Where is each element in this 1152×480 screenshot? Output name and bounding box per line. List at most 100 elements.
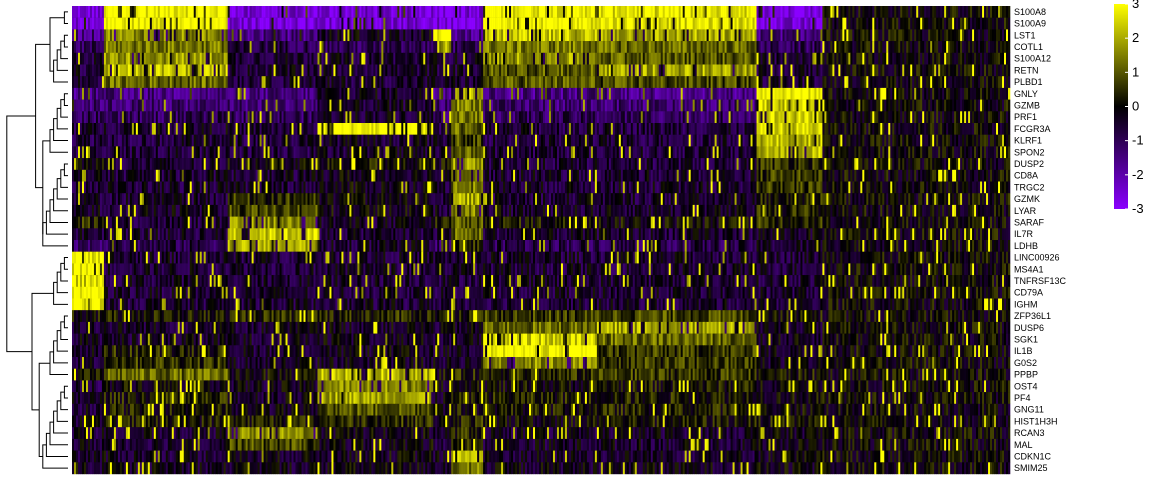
heatmap-cell (916, 87, 919, 100)
heatmap-cell (295, 99, 298, 112)
heatmap-cell (780, 111, 783, 124)
heatmap-cell (181, 99, 185, 112)
heatmap-cell (910, 76, 913, 89)
heatmap-cell (582, 87, 586, 100)
heatmap-cell (872, 17, 875, 30)
heatmap-cell (279, 41, 282, 53)
heatmap-cell (491, 29, 494, 42)
heatmap-cell (608, 41, 612, 53)
heatmap-cell (876, 29, 879, 42)
heatmap-cell (517, 41, 520, 53)
heatmap-cell (269, 64, 272, 77)
heatmap-cell (145, 17, 149, 30)
heatmap-cell (307, 87, 310, 100)
heatmap-cell (149, 76, 153, 89)
heatmap-cell (101, 123, 105, 135)
heatmap-cell (349, 17, 352, 30)
heatmap-cell (658, 41, 662, 53)
heatmap-cell (602, 29, 606, 42)
heatmap-cell (546, 6, 550, 18)
heatmap-cell (207, 123, 211, 135)
heatmap-cell (558, 111, 562, 124)
heatmap-cell (341, 17, 344, 30)
heatmap-cell (391, 87, 394, 100)
heatmap-cell (648, 99, 652, 112)
heatmap-cell (127, 64, 131, 77)
heatmap-cell (920, 52, 923, 65)
heatmap-cell (297, 52, 300, 65)
heatmap-cell (814, 64, 817, 77)
heatmap-cell (884, 99, 887, 112)
heatmap-cell (79, 76, 83, 89)
heatmap-cell (277, 87, 280, 100)
heatmap-cell (952, 29, 955, 42)
heatmap-cell (958, 87, 961, 100)
heatmap-cell (630, 64, 634, 77)
heatmap-cell (764, 41, 767, 53)
heatmap-cell (251, 64, 254, 77)
heatmap-cell (283, 52, 286, 65)
heatmap-cell (940, 76, 943, 89)
heatmap-cell (407, 76, 410, 89)
heatmap-cell (107, 111, 111, 124)
heatmap-cell (688, 87, 691, 100)
heatmap-cell (556, 29, 560, 42)
heatmap-cell (656, 111, 660, 124)
heatmap-cell (838, 17, 841, 30)
heatmap-cell (634, 111, 638, 124)
heatmap-cell (249, 52, 252, 65)
heatmap-cell (357, 76, 360, 89)
heatmap-cell (229, 29, 232, 42)
heatmap-cell (507, 76, 510, 89)
heatmap-cell (123, 87, 127, 100)
heatmap-cell (748, 52, 751, 65)
heatmap-cell (980, 64, 983, 77)
heatmap-cell (720, 52, 723, 65)
heatmap-cell (463, 123, 466, 135)
heatmap-cell (405, 111, 408, 124)
heatmap-cell (517, 76, 520, 89)
heatmap-cell (716, 87, 719, 100)
heatmap-cell (399, 87, 402, 100)
heatmap-cell (752, 29, 755, 42)
heatmap-cell (936, 76, 939, 89)
heatmap-cell (87, 123, 91, 135)
heatmap-cell (742, 52, 745, 65)
heatmap-cell (307, 123, 310, 135)
heatmap-cell (794, 87, 797, 100)
heatmap-cell (443, 52, 446, 65)
heatmap-cell (908, 52, 911, 65)
heatmap-cell (367, 29, 370, 42)
heatmap-cell (479, 123, 482, 135)
heatmap-cell (624, 17, 628, 30)
heatmap-cell (890, 6, 893, 18)
heatmap-cell (990, 87, 993, 100)
heatmap-cell (165, 99, 169, 112)
heatmap-cell (241, 123, 244, 135)
heatmap-cell (225, 6, 228, 18)
heatmap-cell (718, 41, 721, 53)
heatmap-cell (814, 17, 817, 30)
heatmap-cell (650, 52, 654, 65)
heatmap-cell (546, 123, 550, 135)
heatmap-cell (660, 6, 664, 18)
heatmap-cell (556, 76, 560, 89)
heatmap-cell (556, 17, 560, 30)
heatmap-cell (870, 111, 873, 124)
heatmap-cell (804, 111, 807, 124)
heatmap-cell (726, 87, 729, 100)
heatmap-cell (485, 17, 488, 30)
heatmap-cell (730, 52, 733, 65)
heatmap-cell (934, 52, 937, 65)
heatmap-cell (335, 29, 338, 42)
heatmap-cell (289, 52, 292, 65)
heatmap-cell (916, 52, 919, 65)
heatmap-cell (552, 123, 556, 135)
heatmap-cell (257, 87, 260, 100)
heatmap-cell (165, 111, 169, 124)
heatmap-cell (892, 6, 895, 18)
heatmap-cell (371, 41, 374, 53)
heatmap-cell (297, 99, 300, 112)
heatmap-cell (321, 52, 324, 65)
heatmap-cell (241, 52, 244, 65)
